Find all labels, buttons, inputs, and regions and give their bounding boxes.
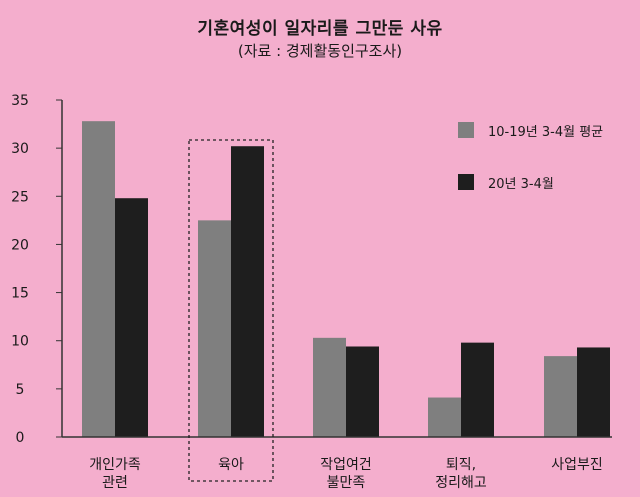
x-tick-label-3-line-1: 작업여건	[320, 457, 372, 473]
legend-label-series-1: 10-19년 3-4월 평균	[488, 124, 604, 140]
legend-label-series-2: 20년 3-4월	[488, 176, 554, 192]
y-tick-label-20: 20	[11, 237, 29, 253]
bar-series-2-cat-1	[115, 198, 148, 437]
chart-subtitle: (자료 : 경제활동인구조사)	[237, 42, 403, 60]
legend-swatch-series-2	[458, 174, 474, 190]
bar-series-1-cat-4	[428, 397, 461, 437]
bar-series-1-cat-3	[313, 337, 346, 437]
bar-series-1-cat-1	[82, 121, 115, 437]
bar-series-1-cat-5	[544, 356, 577, 437]
highlight-box	[188, 139, 274, 482]
bar-series-1-cat-2	[198, 220, 231, 437]
y-tick-label-5: 5	[16, 382, 25, 398]
x-tick-label-4-line-2: 정리해고	[435, 475, 487, 491]
y-tick-label-0: 0	[16, 430, 25, 446]
y-tick-label-10: 10	[11, 334, 29, 350]
bar-series-2-cat-2	[231, 146, 264, 437]
x-tick-label-2-line-1: 육아	[218, 457, 244, 473]
x-tick-label-5-line-1: 사업부진	[551, 457, 603, 473]
y-tick-label-15: 15	[11, 286, 29, 302]
x-tick-label-1-line-2: 관련	[102, 475, 128, 491]
x-tick-label-4-line-1: 퇴직,	[446, 457, 476, 473]
y-tick-label-25: 25	[11, 189, 29, 205]
legend-item-series-2: 20년 3-4월	[458, 172, 603, 192]
bar-series-2-cat-4	[461, 342, 494, 437]
legend-swatch-series-1	[458, 122, 474, 138]
chart-title: 기혼여성이 일자리를 그만둔 사유	[197, 19, 443, 39]
legend-item-series-1: 10-19년 3-4월 평균	[458, 120, 603, 140]
bar-series-2-cat-5	[577, 347, 610, 437]
legend: 10-19년 3-4월 평균 20년 3-4월	[458, 120, 603, 224]
y-tick-label-30: 30	[11, 141, 29, 157]
bar-series-2-cat-3	[346, 346, 379, 437]
y-tick-label-35: 35	[11, 93, 29, 109]
x-tick-label-3-line-2: 불만족	[327, 475, 366, 491]
x-tick-label-1-line-1: 개인가족	[89, 457, 141, 473]
